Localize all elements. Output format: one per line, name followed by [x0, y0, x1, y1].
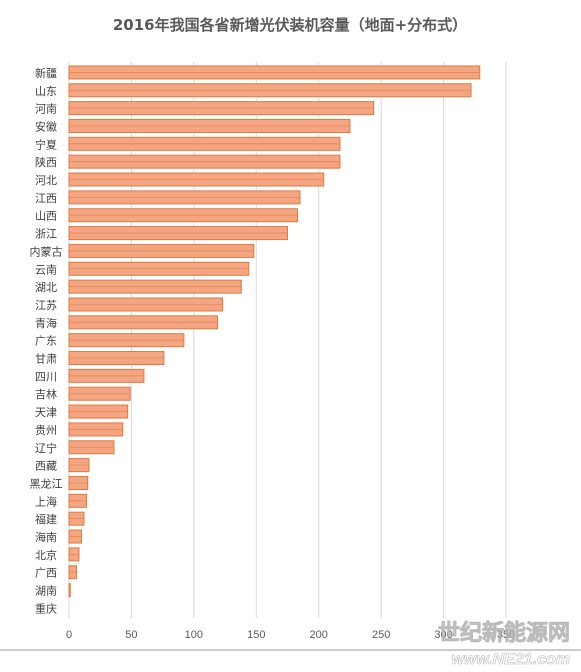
- category-label: 江西: [35, 192, 57, 205]
- category-label: 云南: [35, 263, 57, 276]
- category-labels: 新疆山东河南安徽宁夏陕西河北江西山西浙江内蒙古云南湖北江苏青海广东甘肃四川吉林天…: [30, 66, 63, 615]
- x-tick-label: 250: [372, 629, 390, 641]
- category-label: 西藏: [35, 460, 57, 473]
- category-label: 湖北: [35, 281, 57, 294]
- category-label: 上海: [35, 494, 57, 508]
- category-label: 内蒙古: [30, 244, 63, 258]
- category-label: 吉林: [35, 387, 57, 401]
- x-tick-label: 100: [185, 629, 203, 641]
- watermark-logo-text: 世纪新能源网: [438, 620, 570, 646]
- watermark-url-text: www.NE21.com: [451, 651, 570, 668]
- category-label: 江苏: [35, 299, 57, 312]
- x-tick-label: 200: [310, 629, 328, 641]
- category-label: 天津: [35, 406, 57, 419]
- x-tick-label: 150: [247, 629, 265, 641]
- category-label: 山西: [35, 210, 57, 223]
- x-tick-label: 0: [66, 629, 72, 641]
- x-tick-label: 350: [497, 629, 515, 641]
- category-label: 山东: [35, 85, 57, 98]
- category-label: 黑龙江: [30, 477, 63, 490]
- category-label: 河南: [35, 103, 57, 116]
- x-tick-label: 50: [125, 629, 137, 641]
- category-label: 辽宁: [35, 441, 57, 455]
- category-label: 新疆: [35, 66, 57, 80]
- category-label: 湖南: [35, 585, 57, 598]
- category-label: 北京: [35, 548, 57, 562]
- category-label: 广东: [35, 335, 57, 348]
- category-label: 宁夏: [35, 137, 57, 151]
- category-label: 重庆: [35, 601, 57, 615]
- category-label: 四川: [35, 370, 57, 383]
- x-tick-label: 300: [434, 629, 452, 641]
- category-label: 浙江: [35, 228, 57, 241]
- bars: [68, 65, 481, 598]
- category-label: 陕西: [35, 155, 57, 169]
- category-label: 海南: [35, 530, 57, 544]
- chart-title: 2016年我国各省新增光伏装机容量（地面+分布式）: [113, 16, 467, 34]
- category-label: 福建: [35, 512, 57, 526]
- category-label: 安徽: [35, 119, 57, 133]
- category-label: 贵州: [35, 424, 57, 437]
- category-label: 广西: [35, 567, 57, 580]
- category-label: 青海: [35, 316, 57, 330]
- x-tick-labels: 0 50 100 150 200 250 300 350: [66, 629, 515, 641]
- category-label: 甘肃: [35, 353, 57, 366]
- category-label: 河北: [35, 174, 57, 187]
